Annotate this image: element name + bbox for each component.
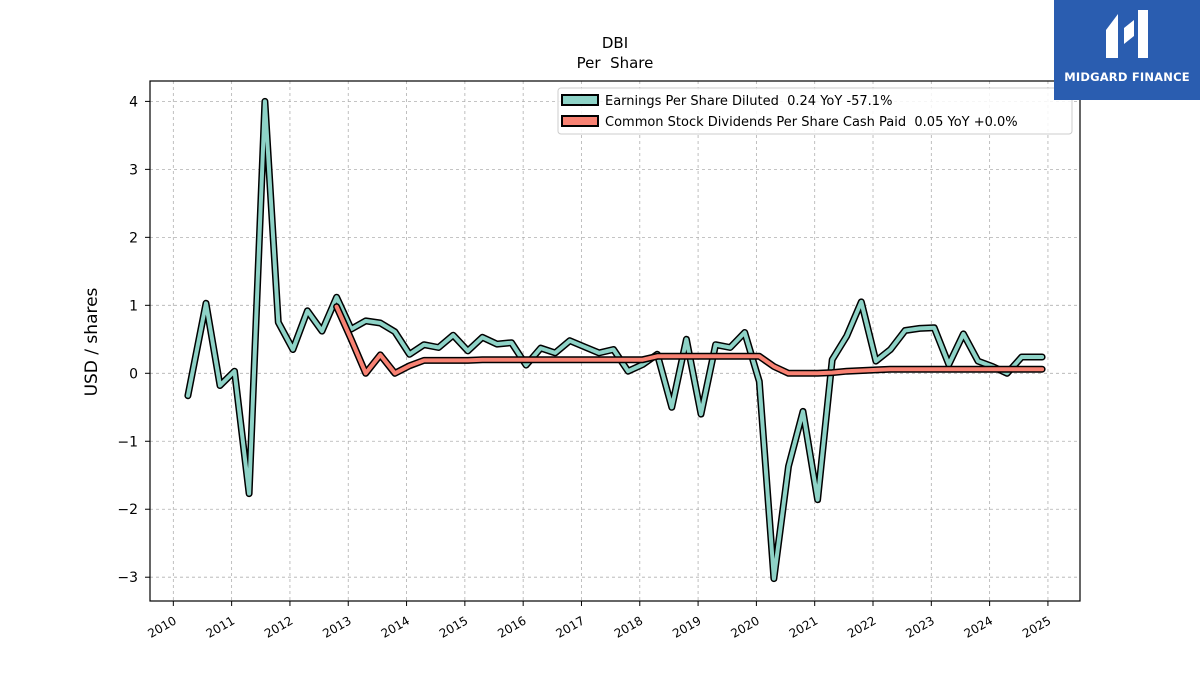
y-axis-label: USD / shares [82,287,102,396]
series-layer [184,97,1046,583]
x-tick-label: 2020 [728,613,761,640]
brand-logo-mark-icon [1106,10,1148,58]
plot-frame [149,80,1081,602]
x-tick-label: 2017 [554,613,587,640]
legend-label: Common Stock Dividends Per Share Cash Pa… [605,115,1018,130]
y-tick-label: −3 [117,570,138,586]
x-tick-label: 2025 [1020,613,1053,640]
y-tick-label: −1 [117,434,138,450]
x-tick-label: 2018 [612,613,645,640]
x-tick-label: 2013 [320,613,353,640]
series-line-eps-diluted [185,99,1045,581]
y-tick-label: 0 [129,366,138,382]
series-line-dividends [334,304,1045,376]
chart-subtitle: Per Share [577,54,654,72]
y-tick-label: −2 [117,502,138,518]
legend: Earnings Per Share Diluted 0.24 YoY -57.… [557,87,1073,135]
y-tick-label: 1 [129,298,138,314]
chart-title: DBI [602,34,628,52]
y-axis: −3 −2 −1 0 1 2 3 4 [117,94,150,586]
x-tick-label: 2023 [903,613,936,640]
legend-label: Earnings Per Share Diluted 0.24 YoY -57.… [605,94,892,109]
x-tick-label: 2021 [787,613,820,640]
y-tick-label: 3 [129,162,138,178]
legend-swatch [561,115,599,127]
x-tick-label: 2012 [262,613,295,640]
brand-name: MIDGARD FINANCE [1064,70,1190,84]
brand-logo: MIDGARD FINANCE [1054,0,1200,100]
x-tick-label: 2019 [670,613,703,640]
legend-swatch [561,94,599,106]
series-outline-eps-diluted [184,97,1046,583]
x-tick-label: 2014 [379,613,412,640]
y-tick-label: 2 [129,230,138,246]
legend-box [557,87,1073,135]
x-tick-label: 2016 [495,613,528,640]
x-tick-label: 2010 [145,613,178,640]
x-tick-label: 2015 [437,613,470,640]
y-tick-label: 4 [129,94,138,110]
x-tick-label: 2024 [962,613,995,640]
x-axis: 2010 2011 2012 2013 2014 2015 2016 2017 2018 2019… [145,601,1053,641]
x-tick-label: 2011 [204,613,237,640]
x-tick-label: 2022 [845,613,878,640]
